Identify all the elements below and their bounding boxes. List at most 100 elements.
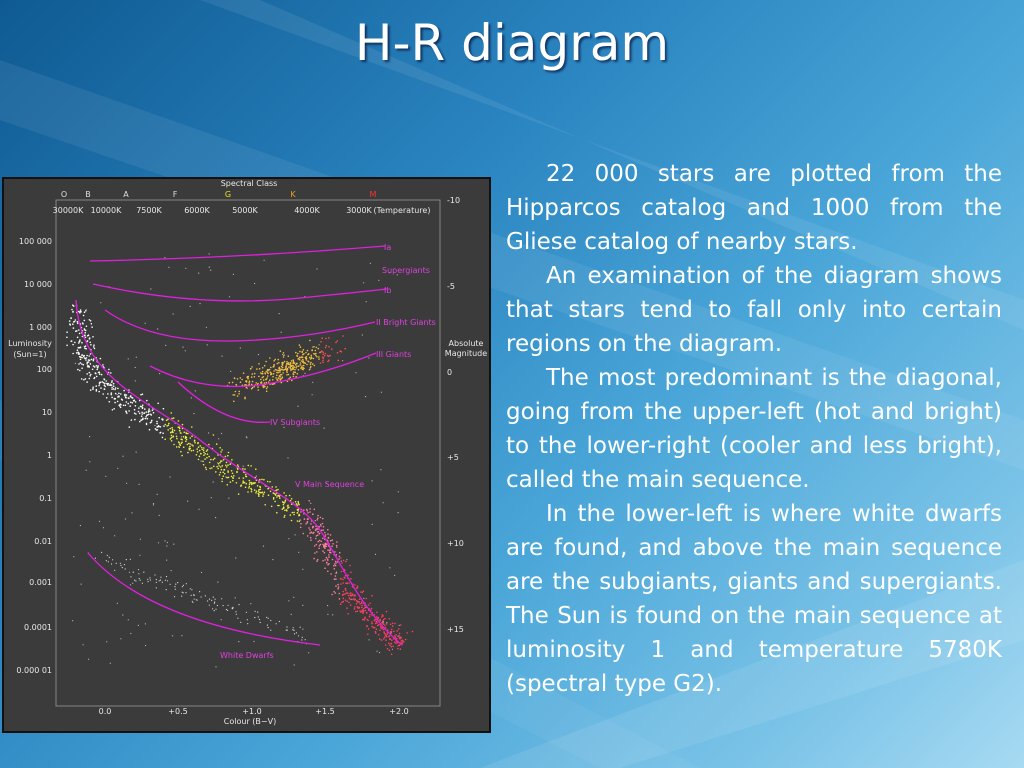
star-dot <box>289 514 292 516</box>
star-dot <box>72 343 74 346</box>
star-dot <box>362 618 364 621</box>
star-dot <box>141 405 143 408</box>
star-dot <box>311 394 313 396</box>
star-dot <box>158 514 160 517</box>
star-dot <box>261 370 264 373</box>
luminosity-tick: 0.0001 <box>24 623 52 632</box>
star-dot <box>84 331 86 334</box>
region-label: III Giants <box>376 350 411 359</box>
star-dot <box>195 599 197 601</box>
star-dot <box>180 432 182 434</box>
plot-frame <box>55 199 441 707</box>
star-dot <box>327 613 329 615</box>
star-dot <box>292 367 294 369</box>
star-dot <box>304 362 307 365</box>
star-dot <box>180 436 183 438</box>
star-dot <box>114 387 117 389</box>
star-dot <box>373 626 376 629</box>
star-dot <box>262 495 264 497</box>
star-dot <box>374 630 377 633</box>
star-dot <box>322 359 324 362</box>
star-dot <box>145 416 147 418</box>
star-dot <box>134 418 136 421</box>
star-dot <box>329 539 332 542</box>
star-dot <box>84 378 87 380</box>
star-dot <box>380 391 382 393</box>
star-dot <box>227 451 230 454</box>
temperature-label: 6000K <box>184 206 210 215</box>
star-dot <box>324 545 326 548</box>
magnitude-tick: 0 <box>447 368 452 377</box>
star-dot <box>250 383 253 386</box>
star-dot <box>384 633 386 635</box>
star-dot <box>290 613 292 616</box>
star-dot <box>338 551 341 554</box>
star-dot <box>221 460 223 462</box>
star-dot <box>260 381 263 383</box>
star-dot <box>238 390 240 393</box>
star-dot <box>340 583 342 585</box>
star-dot <box>281 508 284 511</box>
star-dot <box>83 328 86 330</box>
star-dot <box>403 641 405 643</box>
curve <box>75 299 403 646</box>
region-label: Ib <box>384 286 391 295</box>
star-dot <box>307 360 310 363</box>
star-dot <box>225 476 227 478</box>
star-dot <box>386 622 388 624</box>
star-dot <box>124 393 126 396</box>
star-dot <box>214 598 216 600</box>
star-dot <box>137 624 139 627</box>
star-dot <box>336 546 338 548</box>
star-dot <box>274 358 277 361</box>
star-dot <box>206 456 208 459</box>
star-dot <box>355 372 357 374</box>
star-dot <box>372 626 375 629</box>
star-dot <box>81 356 83 359</box>
star-dot <box>86 361 89 364</box>
star-dot <box>297 500 300 503</box>
star-dot <box>309 529 311 531</box>
star-dot <box>277 504 279 507</box>
star-dot <box>239 377 242 379</box>
star-dot <box>182 592 184 594</box>
star-dot <box>141 582 143 584</box>
star-dot <box>331 593 333 596</box>
star-dot <box>152 411 155 414</box>
star-dot <box>315 537 317 540</box>
star-dot <box>107 384 109 386</box>
star-dot <box>176 437 178 440</box>
star-dot <box>325 337 327 340</box>
luminosity-tick: 10 <box>42 408 52 417</box>
star-dot <box>159 579 162 581</box>
star-dot <box>329 354 331 357</box>
star-dot <box>263 382 266 384</box>
star-dot <box>358 607 360 609</box>
star-dot <box>282 353 284 356</box>
star-dot <box>141 393 144 396</box>
star-dot <box>179 444 182 447</box>
star-dot <box>266 480 269 483</box>
star-dot <box>126 482 128 484</box>
star-dot <box>255 490 258 493</box>
star-dot <box>228 497 230 499</box>
star-dot <box>293 513 295 516</box>
star-dot <box>181 438 183 441</box>
star-dot <box>130 419 133 421</box>
star-dot <box>357 601 359 603</box>
star-dot <box>173 429 176 432</box>
star-dot <box>232 273 234 275</box>
star-dot <box>253 372 256 375</box>
star-dot <box>275 377 277 379</box>
star-dot <box>79 339 81 341</box>
star-dot <box>175 583 177 585</box>
star-dot <box>88 359 91 362</box>
star-dot <box>108 556 110 559</box>
curve <box>149 352 377 388</box>
star-dot <box>125 401 128 403</box>
star-dot <box>111 396 113 399</box>
star-dot <box>181 635 183 637</box>
star-dot <box>231 459 233 461</box>
star-dot <box>288 506 290 509</box>
